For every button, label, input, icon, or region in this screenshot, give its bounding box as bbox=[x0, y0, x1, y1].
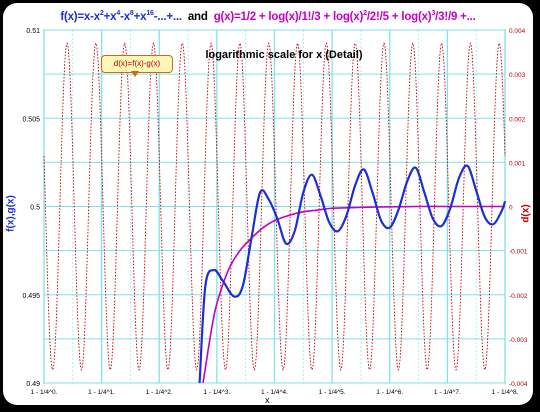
chart-title: logarithmic scale for x (Detail) bbox=[205, 49, 363, 61]
y-right-tick-label: -0.003 bbox=[509, 337, 528, 344]
x-tick-label: 1 - 1/4^1. bbox=[88, 389, 115, 396]
x-tick-label: 1 - 1/4^8. bbox=[492, 389, 519, 396]
y-right-tick-label: -0.001 bbox=[509, 249, 528, 256]
x-tick-label: 1 - 1/4^7. bbox=[434, 389, 461, 396]
x-tick-label: 1 - 1/4^4. bbox=[261, 389, 288, 396]
y-left-tick-label: 0.49 bbox=[26, 381, 40, 388]
callout-pointer bbox=[131, 71, 139, 77]
header-and: and bbox=[187, 11, 208, 23]
y-axis-left-label: f(x),g(x) bbox=[5, 195, 17, 232]
y-right-tick-label: 0 bbox=[509, 205, 513, 212]
x-axis-label: x bbox=[265, 395, 270, 405]
series-line-fx bbox=[198, 164, 507, 384]
y-right-tick-label: -0.004 bbox=[509, 381, 528, 388]
y-right-tick-label: 0.002 bbox=[509, 116, 526, 123]
y-left-tick-label: 0.505 bbox=[22, 116, 40, 123]
dx-callout: d(x)=f(x)-g(x) bbox=[101, 55, 173, 73]
x-tick-label: 1 - 1/4^3. bbox=[203, 389, 230, 396]
x-tick-label: 1 - 1/4^6. bbox=[376, 389, 403, 396]
y-right-tick-label: -0.002 bbox=[509, 293, 528, 300]
y-right-tick-label: 0.004 bbox=[509, 28, 526, 35]
chart-card: 0.49 0.495 0.5 0.505 0.51 0.004 0.003 0.002 0.00… bbox=[3, 3, 533, 405]
y-left-tick-label: 0.5 bbox=[30, 205, 40, 212]
y-left-tick-label: 0.495 bbox=[22, 293, 40, 300]
chart-svg: 0.49 0.495 0.5 0.505 0.51 0.004 0.003 0.002 0.00… bbox=[22, 28, 528, 396]
x-tick-label: 1 - 1/4^2. bbox=[146, 389, 173, 396]
series-line-gx bbox=[202, 205, 505, 384]
y-axis-right-label: d(x) bbox=[520, 204, 532, 223]
g-formula: g(x)=1/2 + log(x)/1!/3 + log(x)2/2!/5 + … bbox=[213, 10, 476, 23]
chart-header: f(x)=x-x2+x4-x8+x16-...+... and g(x)=1/2… bbox=[3, 10, 533, 23]
x-tick-label: 1 - 1/4^0. bbox=[31, 389, 58, 396]
y-right-tick-label: 0.001 bbox=[509, 160, 526, 167]
f-formula: f(x)=x-x2+x4-x8+x16-...+... bbox=[60, 10, 182, 23]
x-tick-label: 1 - 1/4^5. bbox=[319, 389, 346, 396]
y-right-tick-label: 0.003 bbox=[509, 72, 526, 79]
y-left-tick-label: 0.51 bbox=[26, 28, 40, 35]
